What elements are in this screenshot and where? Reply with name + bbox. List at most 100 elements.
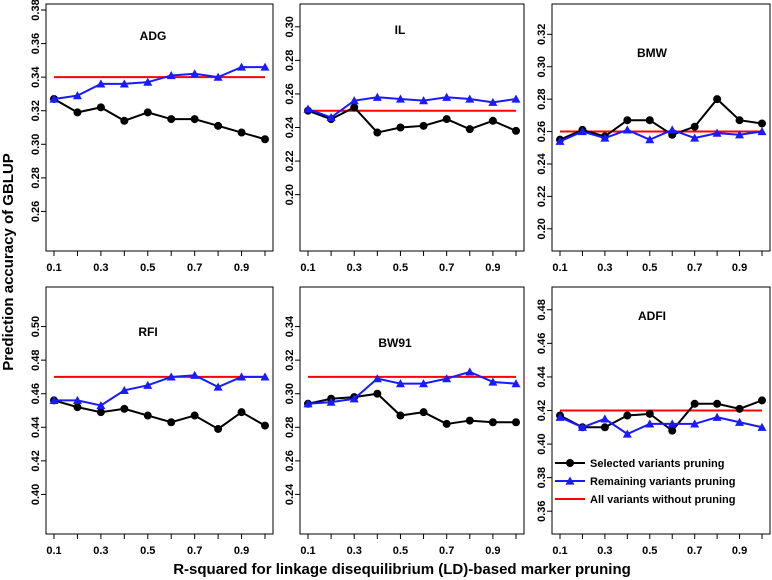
- selected-point: [261, 135, 269, 144]
- remaining-point: [96, 79, 106, 88]
- selected-point: [713, 399, 722, 408]
- remaining-point: [690, 133, 700, 142]
- remaining-point: [488, 377, 498, 386]
- x-tick-label: 0.1: [46, 262, 61, 274]
- remaining-point: [442, 374, 452, 383]
- selected-series-line: [307, 106, 517, 134]
- y-tick-label: 0.22: [284, 150, 296, 171]
- remaining-point: [372, 92, 382, 101]
- x-tick-label: 0.3: [347, 545, 362, 557]
- x-tick-label: 0.9: [485, 262, 500, 274]
- y-tick-label: 0.32: [536, 24, 548, 45]
- x-tick-label: 0.9: [485, 545, 500, 557]
- remaining-point: [667, 419, 677, 428]
- remaining-point: [712, 128, 722, 137]
- selected-point: [237, 408, 246, 417]
- x-tick-label: 0.7: [187, 262, 202, 274]
- x-tick-label: 0.1: [552, 262, 567, 274]
- y-tick-label: 0.22: [536, 186, 548, 207]
- y-tick-label: 0.44: [536, 365, 548, 387]
- legend-label: Selected variants pruning: [590, 458, 724, 470]
- remaining-point: [395, 379, 405, 388]
- remaining-series-line: [559, 416, 763, 436]
- selected-point: [419, 408, 428, 417]
- selected-point: [758, 119, 766, 128]
- selected-point: [690, 122, 699, 131]
- selected-point: [488, 116, 497, 125]
- remaining-point: [49, 395, 59, 405]
- remaining-point: [600, 133, 610, 142]
- remaining-point: [349, 394, 359, 403]
- selected-point: [73, 108, 82, 117]
- selected-point: [465, 125, 474, 134]
- remaining-series-line: [307, 370, 517, 405]
- x-tick-label: 0.5: [393, 262, 408, 274]
- selected-series-line: [559, 97, 763, 141]
- selected-point: [143, 108, 152, 117]
- selected-point: [690, 399, 699, 408]
- remaining-point: [555, 136, 565, 145]
- remaining-series-line: [559, 128, 763, 143]
- x-tick-label: 0.5: [642, 545, 657, 557]
- y-tick-label: 0.28: [536, 88, 548, 109]
- selected-point: [120, 404, 129, 413]
- x-tick-label: 0.9: [234, 262, 249, 274]
- remaining-point: [645, 419, 655, 428]
- selected-point: [713, 95, 722, 104]
- panel-title: BMW: [637, 46, 668, 60]
- remaining-point: [303, 104, 313, 113]
- plot-frame: [299, 286, 525, 535]
- x-tick-label: 0.5: [642, 262, 657, 274]
- x-tick-label: 0.3: [93, 545, 108, 557]
- y-tick-label: 0.32: [30, 100, 42, 121]
- remaining-point: [757, 422, 767, 431]
- panel-il: 0.20 0.22 0.24 0.26 0.28 0.30 0.1 0.3 0.5 0.7 0.9 I…: [284, 3, 525, 274]
- remaining-point: [260, 62, 270, 71]
- remaining-point: [555, 412, 565, 421]
- remaining-point: [511, 379, 521, 388]
- x-tick-label: 0.1: [46, 545, 61, 557]
- x-tick-label: 0.9: [234, 545, 249, 557]
- remaining-point: [465, 367, 475, 376]
- remaining-point: [190, 370, 200, 379]
- selected-point: [167, 418, 176, 427]
- y-tick-label: 0.44: [30, 416, 42, 438]
- selected-point: [214, 424, 223, 433]
- remaining-point: [395, 94, 405, 103]
- y-tick-label: 0.48: [536, 299, 548, 320]
- selected-series-line: [53, 399, 266, 431]
- y-tick-label: 0.28: [284, 50, 296, 71]
- selected-point: [96, 408, 105, 417]
- remaining-point: [488, 97, 498, 106]
- selected-point: [623, 116, 632, 125]
- remaining-point: [237, 62, 247, 71]
- x-tick-label: 0.1: [300, 545, 315, 557]
- x-tick-label: 0.5: [140, 545, 155, 557]
- x-tick-label: 0.7: [439, 545, 454, 557]
- selected-point: [190, 115, 199, 124]
- selected-point: [442, 419, 451, 428]
- remaining-point: [260, 372, 270, 381]
- selected-point: [645, 116, 654, 125]
- legend: Selected variants pruning Remaining varia…: [555, 458, 735, 506]
- y-tick-label: 0.24: [284, 483, 296, 505]
- remaining-point: [465, 94, 475, 103]
- y-tick-label: 0.46: [30, 383, 42, 404]
- x-tick-label: 0.1: [552, 545, 567, 557]
- selected-point: [442, 115, 451, 124]
- selected-series-line: [53, 98, 266, 141]
- x-tick-label: 0.3: [597, 262, 612, 274]
- remaining-point: [190, 69, 200, 78]
- panel-title: ADG: [140, 29, 167, 43]
- selected-point: [512, 418, 520, 427]
- y-tick-label: 0.24: [284, 116, 296, 138]
- y-tick-label: 0.38: [30, 0, 42, 21]
- panels: 0.26 0.28 0.30 0.32 0.34 0.36 0.38 0.1 0.3 0.5 0.7…: [30, 0, 771, 557]
- y-tick-label: 0.34: [30, 66, 42, 88]
- selected-point: [96, 103, 105, 112]
- selected-point: [373, 128, 382, 137]
- remaining-series-line: [53, 66, 265, 100]
- x-axis-label: R-squared for linkage disequilibrium (LD…: [173, 561, 631, 578]
- selected-point: [167, 115, 176, 124]
- selected-point: [645, 409, 654, 418]
